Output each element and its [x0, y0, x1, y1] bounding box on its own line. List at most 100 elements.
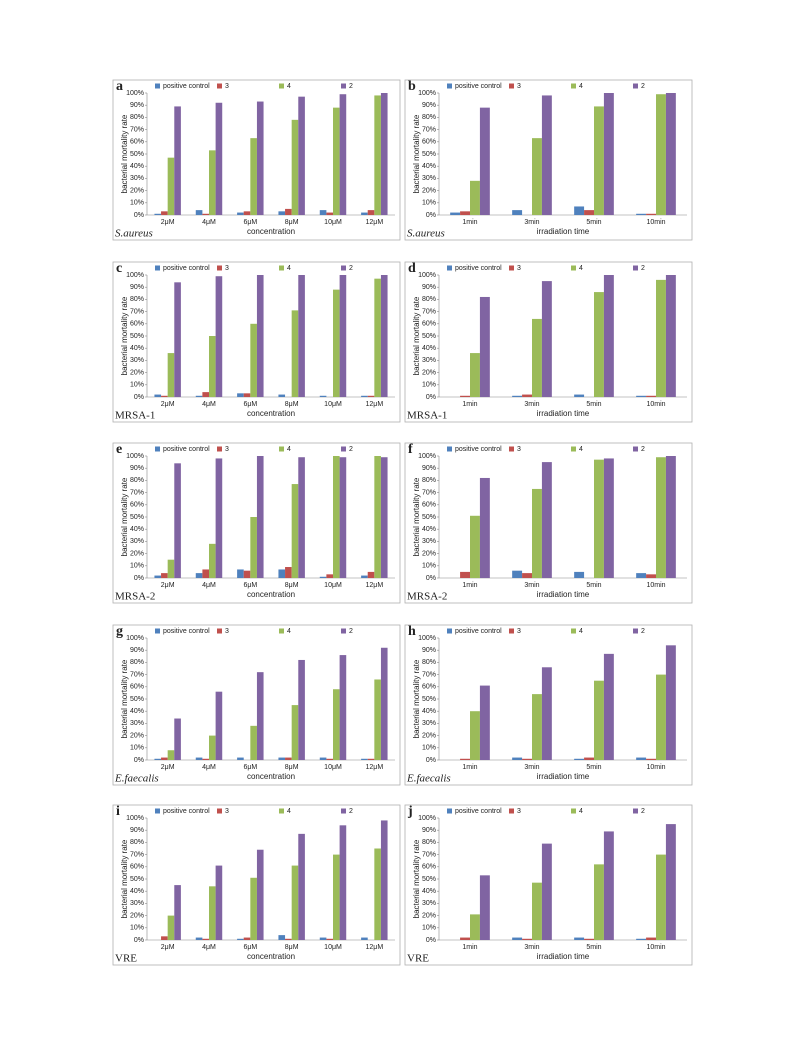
- legend-swatch: [155, 808, 160, 814]
- bar: [256, 275, 264, 397]
- y-tick-label: 30%: [422, 720, 436, 727]
- y-tick-label: 90%: [422, 647, 436, 654]
- bar: [374, 848, 381, 940]
- bar: [237, 757, 244, 760]
- bar: [237, 569, 244, 578]
- y-tick-label: 0%: [426, 212, 436, 219]
- y-tick-label: 60%: [130, 321, 144, 328]
- bar: [636, 573, 647, 578]
- panel-frame: [404, 79, 693, 241]
- bar: [339, 655, 347, 760]
- y-tick-label: 30%: [130, 900, 144, 907]
- bar: [665, 645, 676, 760]
- legend-label: 4: [287, 808, 291, 815]
- bar: [167, 559, 175, 578]
- bar: [298, 457, 305, 578]
- bar: [636, 213, 647, 215]
- x-tick-label: 10μM: [324, 401, 342, 408]
- y-tick-label: 60%: [422, 502, 436, 509]
- legend-label: positive control: [163, 808, 210, 815]
- bar: [380, 275, 388, 397]
- bar: [333, 289, 340, 397]
- bar: [522, 938, 532, 940]
- bar: [285, 757, 292, 760]
- legend-swatch: [633, 265, 638, 271]
- bar: [319, 395, 327, 397]
- legend-swatch: [341, 808, 346, 814]
- y-tick-label: 70%: [422, 851, 436, 858]
- x-tick-label: 6μM: [243, 944, 257, 951]
- bar: [479, 107, 490, 215]
- bar: [285, 567, 292, 578]
- panel-letter: j: [407, 804, 413, 819]
- legend-swatch: [447, 83, 452, 89]
- y-tick-label: 90%: [130, 647, 144, 654]
- bar: [594, 680, 604, 760]
- y-tick-label: 40%: [130, 708, 144, 715]
- legend-swatch: [279, 808, 284, 814]
- legend-swatch: [633, 808, 638, 814]
- legend-swatch: [279, 628, 284, 634]
- bar: [319, 757, 327, 760]
- x-tick-label: 10min: [646, 219, 665, 226]
- legend-label: positive control: [455, 265, 502, 272]
- bar: [298, 659, 305, 760]
- bar: [374, 278, 381, 397]
- bar: [333, 456, 340, 578]
- panel-letter: i: [116, 804, 120, 819]
- y-tick-label: 40%: [130, 526, 144, 533]
- legend-label: positive control: [455, 628, 502, 635]
- bar: [603, 653, 614, 760]
- bar: [195, 937, 203, 940]
- bar: [656, 854, 666, 940]
- x-axis-label: irradiation time: [537, 952, 590, 961]
- y-tick-label: 50%: [422, 333, 436, 340]
- x-tick-label: 4μM: [202, 764, 216, 771]
- y-axis-label: bacterial mortality rate: [120, 114, 129, 193]
- legend-label: 4: [287, 83, 291, 90]
- x-tick-label: 8μM: [285, 219, 299, 226]
- bar: [237, 938, 244, 940]
- y-tick-label: 30%: [130, 720, 144, 727]
- y-tick-label: 100%: [418, 635, 436, 642]
- bar: [250, 138, 257, 215]
- legend-swatch: [509, 446, 514, 452]
- legend-label: 4: [579, 808, 583, 815]
- x-tick-label: 12μM: [366, 401, 384, 408]
- organism-label: MRSA-2: [407, 591, 447, 603]
- bar: [665, 824, 676, 940]
- legend-swatch: [279, 446, 284, 452]
- bar: [167, 353, 175, 397]
- y-tick-label: 20%: [422, 550, 436, 557]
- bar: [374, 679, 381, 760]
- bar: [195, 210, 203, 215]
- bar: [291, 705, 299, 760]
- y-tick-label: 20%: [422, 912, 436, 919]
- bar: [174, 282, 181, 397]
- x-tick-label: 5min: [586, 944, 601, 951]
- y-axis-label: bacterial mortality rate: [412, 839, 421, 918]
- y-tick-label: 0%: [134, 575, 144, 582]
- bar: [603, 275, 614, 397]
- bar: [278, 211, 286, 215]
- y-tick-label: 80%: [130, 477, 144, 484]
- y-tick-label: 30%: [422, 538, 436, 545]
- panel-letter: a: [116, 79, 123, 94]
- bar: [154, 394, 162, 397]
- y-tick-label: 90%: [422, 827, 436, 834]
- bar: [646, 574, 656, 578]
- y-tick-label: 10%: [422, 563, 436, 570]
- bar: [209, 150, 216, 215]
- bar: [470, 180, 480, 215]
- legend-label: positive control: [163, 628, 210, 635]
- bar: [532, 694, 542, 760]
- bar: [161, 757, 168, 760]
- legend-swatch: [447, 265, 452, 271]
- bar: [460, 937, 470, 940]
- y-axis-label: bacterial mortality rate: [120, 839, 129, 918]
- bar: [285, 938, 292, 940]
- panel-frame: [404, 442, 693, 604]
- organism-label: S.aureus: [407, 228, 445, 240]
- x-tick-label: 12μM: [366, 219, 384, 226]
- panel-letter: b: [408, 79, 416, 94]
